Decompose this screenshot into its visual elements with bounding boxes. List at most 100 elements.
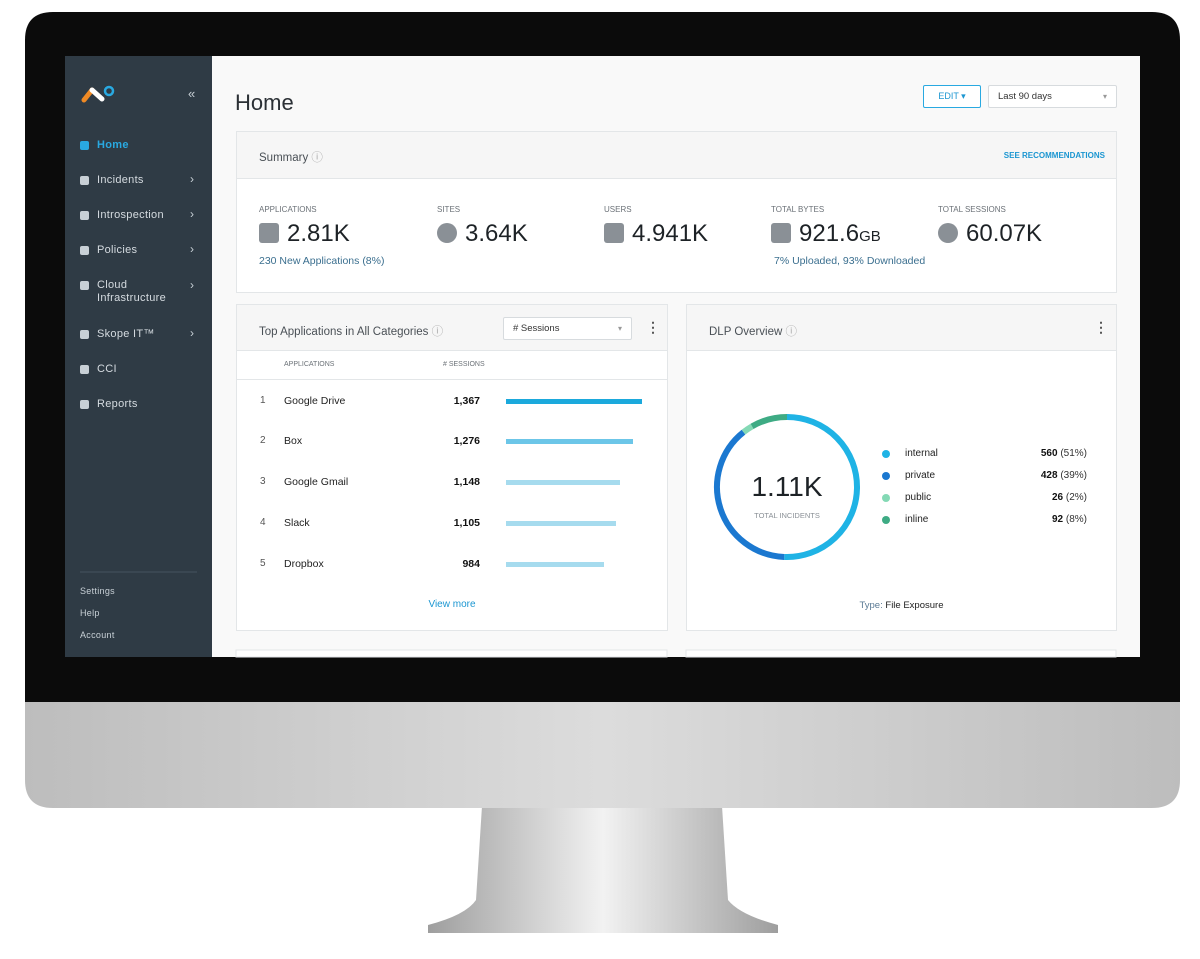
edit-button[interactable]: EDIT ▾: [923, 85, 981, 108]
footer-link[interactable]: Help: [80, 608, 100, 618]
legend-count: 92: [1051, 514, 1064, 525]
legend-value: 92 (8%): [1000, 514, 1087, 525]
card-edge: [235, 649, 668, 658]
nav-icon: [80, 176, 89, 185]
metric-value: 4.941K: [632, 220, 709, 247]
logo: [81, 85, 115, 103]
session-bar: [506, 562, 604, 567]
nav-chevron: ›: [190, 207, 194, 221]
session-bar: [506, 480, 621, 485]
more-menu[interactable]: ⋮: [646, 319, 660, 335]
nav-icon: [80, 141, 89, 150]
legend-share: (8%): [1065, 514, 1087, 525]
session-bar: [506, 439, 633, 444]
date-dropdown[interactable]: Last 90 days ▾: [988, 85, 1117, 108]
nav-item[interactable]: Reports: [97, 398, 138, 410]
legend-name: public: [905, 492, 932, 503]
sidebar: [65, 56, 212, 657]
nav-item[interactable]: Cloud Infrastructure: [97, 279, 167, 304]
nav-chevron: ›: [190, 172, 194, 186]
top-apps-title: Top Applications in All Categories: [259, 326, 429, 338]
metric-label: TOTAL SESSIONS: [938, 205, 1006, 214]
footer-link[interactable]: Settings: [80, 586, 115, 596]
nav-item[interactable]: Home: [97, 139, 129, 151]
app-name: Google Gmail: [284, 476, 349, 488]
metric-label: # Sessions: [513, 323, 560, 334]
donut-total-label: TOTAL INCIDENTS: [754, 511, 820, 520]
session-count: 1,148: [453, 476, 480, 488]
metric-icon: [259, 223, 279, 243]
metric-dropdown[interactable]: # Sessions ▾: [503, 317, 632, 340]
nav-item[interactable]: Skope IT™: [97, 328, 155, 340]
nav-icon: [80, 281, 89, 290]
metric-unit: GB: [859, 228, 881, 245]
donut-chart: [714, 414, 860, 560]
card-title: Summary ⓘ: [259, 152, 323, 164]
metric-icon: [437, 223, 457, 243]
legend-dot: [882, 472, 890, 480]
app-name: Slack: [284, 517, 310, 529]
session-count: 1,276: [453, 435, 480, 447]
rank: 1: [260, 395, 266, 406]
legend-count: 560: [1040, 448, 1058, 459]
app-name: Box: [284, 435, 303, 447]
donut-segment: [714, 429, 785, 560]
nav-chevron: ›: [190, 242, 194, 256]
nav-item[interactable]: Incidents: [97, 174, 144, 186]
dlp-title: DLP Overview: [709, 326, 783, 338]
card-title: Top Applications in All Categories ⓘ: [259, 326, 444, 338]
donut-total: 1.11K: [751, 471, 823, 502]
stand: [428, 806, 778, 933]
metric-icon: [604, 223, 624, 243]
card-title: DLP Overview ⓘ: [709, 326, 797, 338]
metric-note: 7% Uploaded, 93% Downloaded: [774, 255, 926, 267]
legend-count: 26: [1051, 492, 1064, 503]
legend-value: 26 (2%): [1000, 492, 1087, 503]
legend-dot: [882, 516, 890, 524]
chin: [25, 690, 1180, 808]
card-edge: [685, 649, 1117, 658]
session-count: 1,105: [453, 517, 480, 529]
legend-value: 428 (39%): [1000, 470, 1087, 481]
type-value: File Exposure: [885, 600, 944, 611]
session-count: 984: [462, 558, 480, 570]
dlp-card: DLP Overview ⓘ ⋮ Type: File Exposure: [686, 304, 1117, 631]
metric-icon: [771, 223, 791, 243]
card-header: [237, 132, 1116, 179]
nav-item[interactable]: Policies: [97, 244, 138, 256]
more-menu[interactable]: ⋮: [1094, 319, 1108, 335]
metric-label: USERS: [604, 205, 632, 214]
nav-icon: [80, 400, 89, 409]
nav-item[interactable]: Introspection: [97, 209, 164, 221]
legend-share: (39%): [1060, 470, 1087, 481]
rank: 4: [260, 517, 266, 528]
nav-chevron: ›: [190, 326, 194, 340]
nav-icon: [80, 330, 89, 339]
nav-chevron: ›: [190, 278, 194, 292]
legend-name: private: [905, 470, 936, 481]
legend-name: inline: [905, 514, 929, 525]
metric-label: SITES: [437, 205, 461, 214]
legend-value: 560 (51%): [1000, 448, 1087, 459]
footer-link[interactable]: Account: [80, 630, 115, 640]
rank: 5: [260, 558, 266, 569]
legend-dot: [882, 494, 890, 502]
metric-value: 2.81K: [287, 220, 350, 247]
nav-icon: [80, 365, 89, 374]
collapse-button[interactable]: «: [188, 86, 196, 101]
legend-share: (51%): [1060, 448, 1087, 459]
rank: 2: [260, 435, 266, 446]
type-label: Type:: [859, 600, 883, 611]
legend-dot: [882, 450, 890, 458]
view-more-link[interactable]: View more: [428, 599, 476, 610]
nav-item[interactable]: CCI: [97, 363, 117, 375]
top-apps-card: Top Applications in All Categories ⓘ # S…: [236, 304, 668, 631]
donut-segment: [741, 423, 754, 435]
metric-label: APPLICATIONS: [259, 205, 317, 214]
column-header: APPLICATIONS: [284, 361, 335, 368]
metric-value: 3.64K: [465, 220, 528, 247]
nav-icon: [80, 211, 89, 220]
recommendations-link[interactable]: SEE RECOMMENDATIONS: [1003, 151, 1105, 160]
metric-icon: [938, 223, 958, 243]
legend-share: (2%): [1065, 492, 1087, 503]
